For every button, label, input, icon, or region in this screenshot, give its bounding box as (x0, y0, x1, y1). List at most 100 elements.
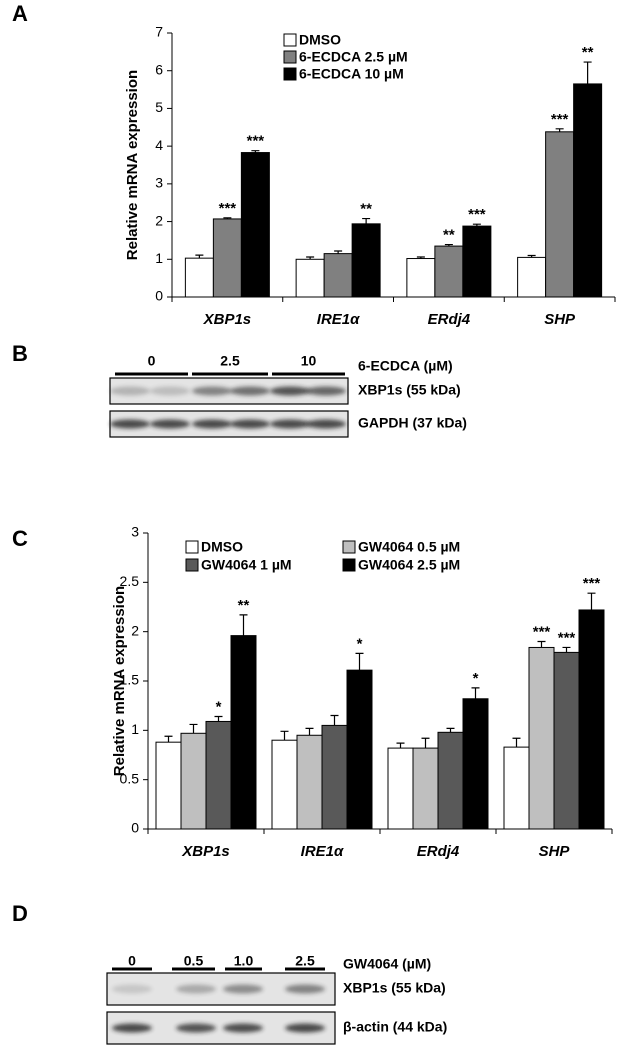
bar (528, 646, 555, 830)
y-tick-label: 5 (155, 99, 163, 115)
x-tick-label: IRE1α (317, 311, 360, 328)
bar (205, 720, 232, 830)
blot-band (285, 984, 325, 994)
error-bar (330, 714, 339, 726)
legend-label: GW4064 0.5 µM (358, 539, 460, 555)
lane-group-label: 0 (128, 953, 136, 969)
error-bar (164, 735, 173, 743)
blot-row-label: XBP1s (55 kDa) (358, 382, 461, 398)
bar (462, 698, 489, 830)
y-tick-label: 1.5 (120, 672, 140, 688)
bar (346, 669, 373, 830)
error-bar (362, 217, 371, 224)
blot-row-label: XBP1s (55 kDa) (343, 980, 446, 996)
lane-group-label: 10 (301, 353, 317, 369)
significance: ** (443, 227, 455, 244)
blot-band (230, 386, 270, 396)
error-bar (223, 217, 232, 219)
bar (578, 609, 605, 830)
lane-group-label: 2.5 (220, 353, 240, 369)
legend-label: GW4064 1 µM (201, 557, 292, 573)
y-axis-label: Relative mRNA expression (124, 70, 141, 260)
lane-group-label: 0 (148, 353, 156, 369)
panel-label: D (12, 901, 28, 926)
bar (271, 739, 298, 830)
error-bar (355, 652, 364, 671)
panel-label: C (12, 526, 28, 551)
error-bar (421, 737, 430, 749)
legend-swatch (185, 540, 199, 554)
legend-label: 6-ECDCA 10 µM (299, 66, 404, 82)
bar (321, 724, 348, 830)
error-bar (416, 256, 425, 259)
bar (387, 747, 414, 830)
blot-band (150, 419, 190, 429)
bar (545, 131, 575, 298)
lane-group-label: 2.5 (295, 953, 315, 969)
bar (155, 741, 182, 830)
x-tick-label: IRE1α (301, 843, 344, 860)
blot-band (285, 1023, 325, 1033)
error-bar (444, 243, 453, 247)
legend-swatch (283, 50, 297, 64)
bar (212, 218, 242, 298)
lane-group-label: 1.0 (234, 953, 254, 969)
blot-band (223, 1023, 263, 1033)
significance: *** (533, 624, 551, 641)
bar (351, 223, 381, 298)
treatment-label: 6-ECDCA (µM) (358, 358, 453, 374)
error-bar (472, 223, 481, 227)
significance: *** (551, 111, 569, 128)
y-tick-label: 1 (155, 250, 163, 266)
y-tick-label: 0 (131, 820, 139, 836)
error-bar (471, 687, 480, 699)
significance: *** (558, 629, 576, 646)
error-bar (587, 592, 596, 610)
blot-band (176, 1023, 216, 1033)
blot-band (110, 386, 150, 396)
blot-band (110, 419, 150, 429)
error-bar (214, 715, 223, 722)
treatment-label: GW4064 (µM) (343, 956, 431, 972)
significance: *** (583, 575, 601, 592)
blot-band (176, 984, 216, 994)
x-tick-label: SHP (539, 843, 571, 860)
blot-band (270, 419, 310, 429)
bar (437, 731, 464, 830)
error-bar (527, 254, 536, 258)
legend-swatch (342, 558, 356, 572)
bar (553, 651, 580, 830)
significance: * (473, 670, 479, 687)
legend-label: GW4064 2.5 µM (358, 557, 460, 573)
blot-row-label: GAPDH (37 kDa) (358, 415, 467, 431)
legend-swatch (283, 67, 297, 81)
bar (295, 258, 325, 298)
blot-row-label: β-actin (44 kDa) (343, 1019, 447, 1035)
blot-band (192, 386, 232, 396)
error-bar (251, 150, 260, 153)
error-bar (446, 727, 455, 733)
blot-band (306, 419, 346, 429)
error-bar (306, 256, 315, 260)
error-bar (195, 254, 204, 259)
blot-band (230, 419, 270, 429)
bar (503, 746, 530, 830)
error-bar (583, 61, 592, 84)
bar (412, 747, 439, 830)
error-bar (512, 737, 521, 748)
blot-band (270, 386, 310, 396)
legend-label: DMSO (299, 32, 341, 48)
x-tick-label: XBP1s (181, 843, 230, 860)
significance: * (216, 698, 222, 715)
legend-label: 6-ECDCA 2.5 µM (299, 49, 408, 65)
legend-swatch (283, 33, 297, 47)
error-bar (189, 723, 198, 734)
y-tick-label: 1 (131, 721, 139, 737)
lane-group-label: 0.5 (184, 953, 204, 969)
error-bar (334, 250, 343, 254)
bar (240, 152, 270, 298)
legend-swatch (185, 558, 199, 572)
bar (184, 257, 214, 298)
error-bar (280, 730, 289, 741)
